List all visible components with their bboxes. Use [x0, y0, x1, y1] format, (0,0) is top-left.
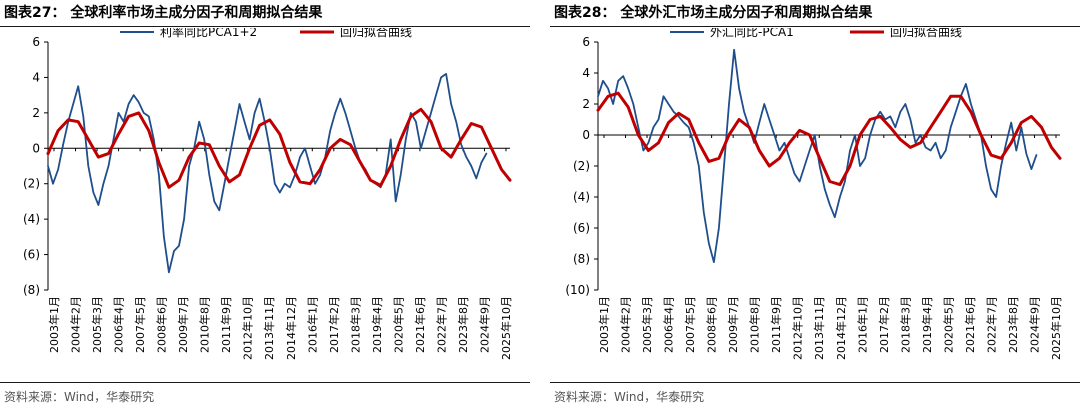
x-tick-label: 2005年3月 [90, 296, 104, 353]
x-tick-label: 2017年2月 [327, 296, 341, 353]
y-tick-label: 2 [32, 106, 40, 120]
y-tick-label: 0 [582, 128, 590, 142]
y-tick-label: 6 [582, 35, 590, 49]
x-tick-label: 2011年9月 [219, 296, 233, 353]
legend-label: 利率同比PCA1+2 [160, 28, 257, 39]
legend-label: 外汇同比-PCA1 [710, 28, 794, 39]
source-note: 资料来源：Wind，华泰研究 [554, 390, 705, 404]
x-tick-label: 2014年12月 [284, 296, 298, 360]
source-note: 资料来源：Wind，华泰研究 [4, 390, 155, 404]
y-tick-label: (8) [573, 252, 590, 266]
y-tick-label: 6 [32, 35, 40, 49]
x-tick-label: 2008年6月 [705, 296, 719, 353]
y-tick-label: (8) [23, 283, 40, 297]
x-tick-label: 2023年8月 [456, 296, 470, 353]
x-tick-label: 2003年1月 [597, 296, 611, 353]
x-tick-label: 2014年12月 [834, 296, 848, 360]
y-tick-label: (4) [573, 190, 590, 204]
y-tick-label: (2) [573, 159, 590, 173]
x-tick-label: 2022年7月 [984, 296, 998, 353]
figure-title: 图表27： 全球利率市场主成分因子和周期拟合结果 [4, 5, 323, 21]
x-tick-label: 2021年6月 [413, 296, 427, 353]
x-tick-label: 2016年1月 [305, 296, 319, 353]
x-tick-label: 2024年9月 [1027, 296, 1041, 353]
series-line-fit [46, 107, 512, 189]
series-line-pca [47, 73, 488, 274]
x-tick-label: 2024年9月 [477, 296, 491, 353]
x-tick-label: 2021年6月 [963, 296, 977, 353]
x-tick-label: 2018年3月 [898, 296, 912, 353]
x-tick-label: 2017年2月 [877, 296, 891, 353]
x-tick-label: 2009年7月 [726, 296, 740, 353]
legend-label: 回归拟合曲线 [340, 28, 412, 39]
x-tick-label: 2018年3月 [348, 296, 362, 353]
x-tick-label: 2007年5月 [683, 296, 697, 353]
x-tick-label: 2012年10月 [791, 296, 805, 360]
x-tick-label: 2025年10月 [499, 296, 513, 360]
source-divider [0, 382, 530, 383]
x-tick-label: 2003年1月 [47, 296, 61, 353]
y-tick-label: 0 [32, 141, 40, 155]
x-tick-label: 2013年11月 [812, 296, 826, 360]
x-tick-label: 2012年10月 [241, 296, 255, 360]
x-tick-label: 2022年7月 [434, 296, 448, 353]
legend-label: 回归拟合曲线 [890, 28, 962, 39]
x-tick-label: 2019年4月 [370, 296, 384, 353]
x-tick-label: 2020年5月 [391, 296, 405, 353]
series-line-fit [596, 91, 1062, 187]
x-tick-label: 2023年8月 [1006, 296, 1020, 353]
x-tick-label: 2013年11月 [262, 296, 276, 360]
x-tick-label: 2009年7月 [176, 296, 190, 353]
x-tick-label: 2005年3月 [640, 296, 654, 353]
x-tick-label: 2006年4月 [662, 296, 676, 353]
y-tick-label: (6) [573, 221, 590, 235]
x-tick-label: 2019年4月 [920, 296, 934, 353]
x-tick-label: 2006年4月 [112, 296, 126, 353]
line-chart-rates: 6 4 2 0 (2) (4) (6) (8) 2003年1月 2004年2月 2005年3月 200… [23, 28, 513, 360]
y-tick-label: (6) [23, 248, 40, 262]
x-tick-label: 2025年10月 [1049, 296, 1063, 360]
x-tick-label: 2010年8月 [748, 296, 762, 353]
y-tick-label: 4 [32, 70, 40, 84]
x-tick-label: 2007年5月 [133, 296, 147, 353]
figure-panel-right: 图表28： 全球外汇市场主成分因子和周期拟合结果 6 4 2 0 (2) (4) (6) (8… [550, 0, 1080, 408]
x-tick-label: 2010年8月 [198, 296, 212, 353]
x-tick-label: 2016年1月 [855, 296, 869, 353]
x-tick-label: 2004年2月 [619, 296, 633, 353]
line-chart-fx: 6 4 2 0 (2) (4) (6) (8) (10) 2003年1月 2004年2月 2005年3… [565, 28, 1063, 360]
y-tick-label: 4 [582, 66, 590, 80]
title-divider [550, 26, 1080, 27]
y-tick-label: (4) [23, 212, 40, 226]
y-tick-label: (10) [565, 283, 590, 297]
figure-title: 图表28： 全球外汇市场主成分因子和周期拟合结果 [554, 5, 873, 21]
x-tick-label: 2020年5月 [941, 296, 955, 353]
y-tick-label: 2 [582, 97, 590, 111]
x-tick-label: 2008年6月 [155, 296, 169, 353]
title-divider [0, 26, 530, 27]
source-divider [550, 382, 1080, 383]
figure-panel-left: 图表27： 全球利率市场主成分因子和周期拟合结果 6 4 2 0 (2) (4) (6) (8… [0, 0, 530, 408]
x-tick-label: 2011年9月 [769, 296, 783, 353]
y-tick-label: (2) [23, 177, 40, 191]
x-tick-label: 2004年2月 [69, 296, 83, 353]
